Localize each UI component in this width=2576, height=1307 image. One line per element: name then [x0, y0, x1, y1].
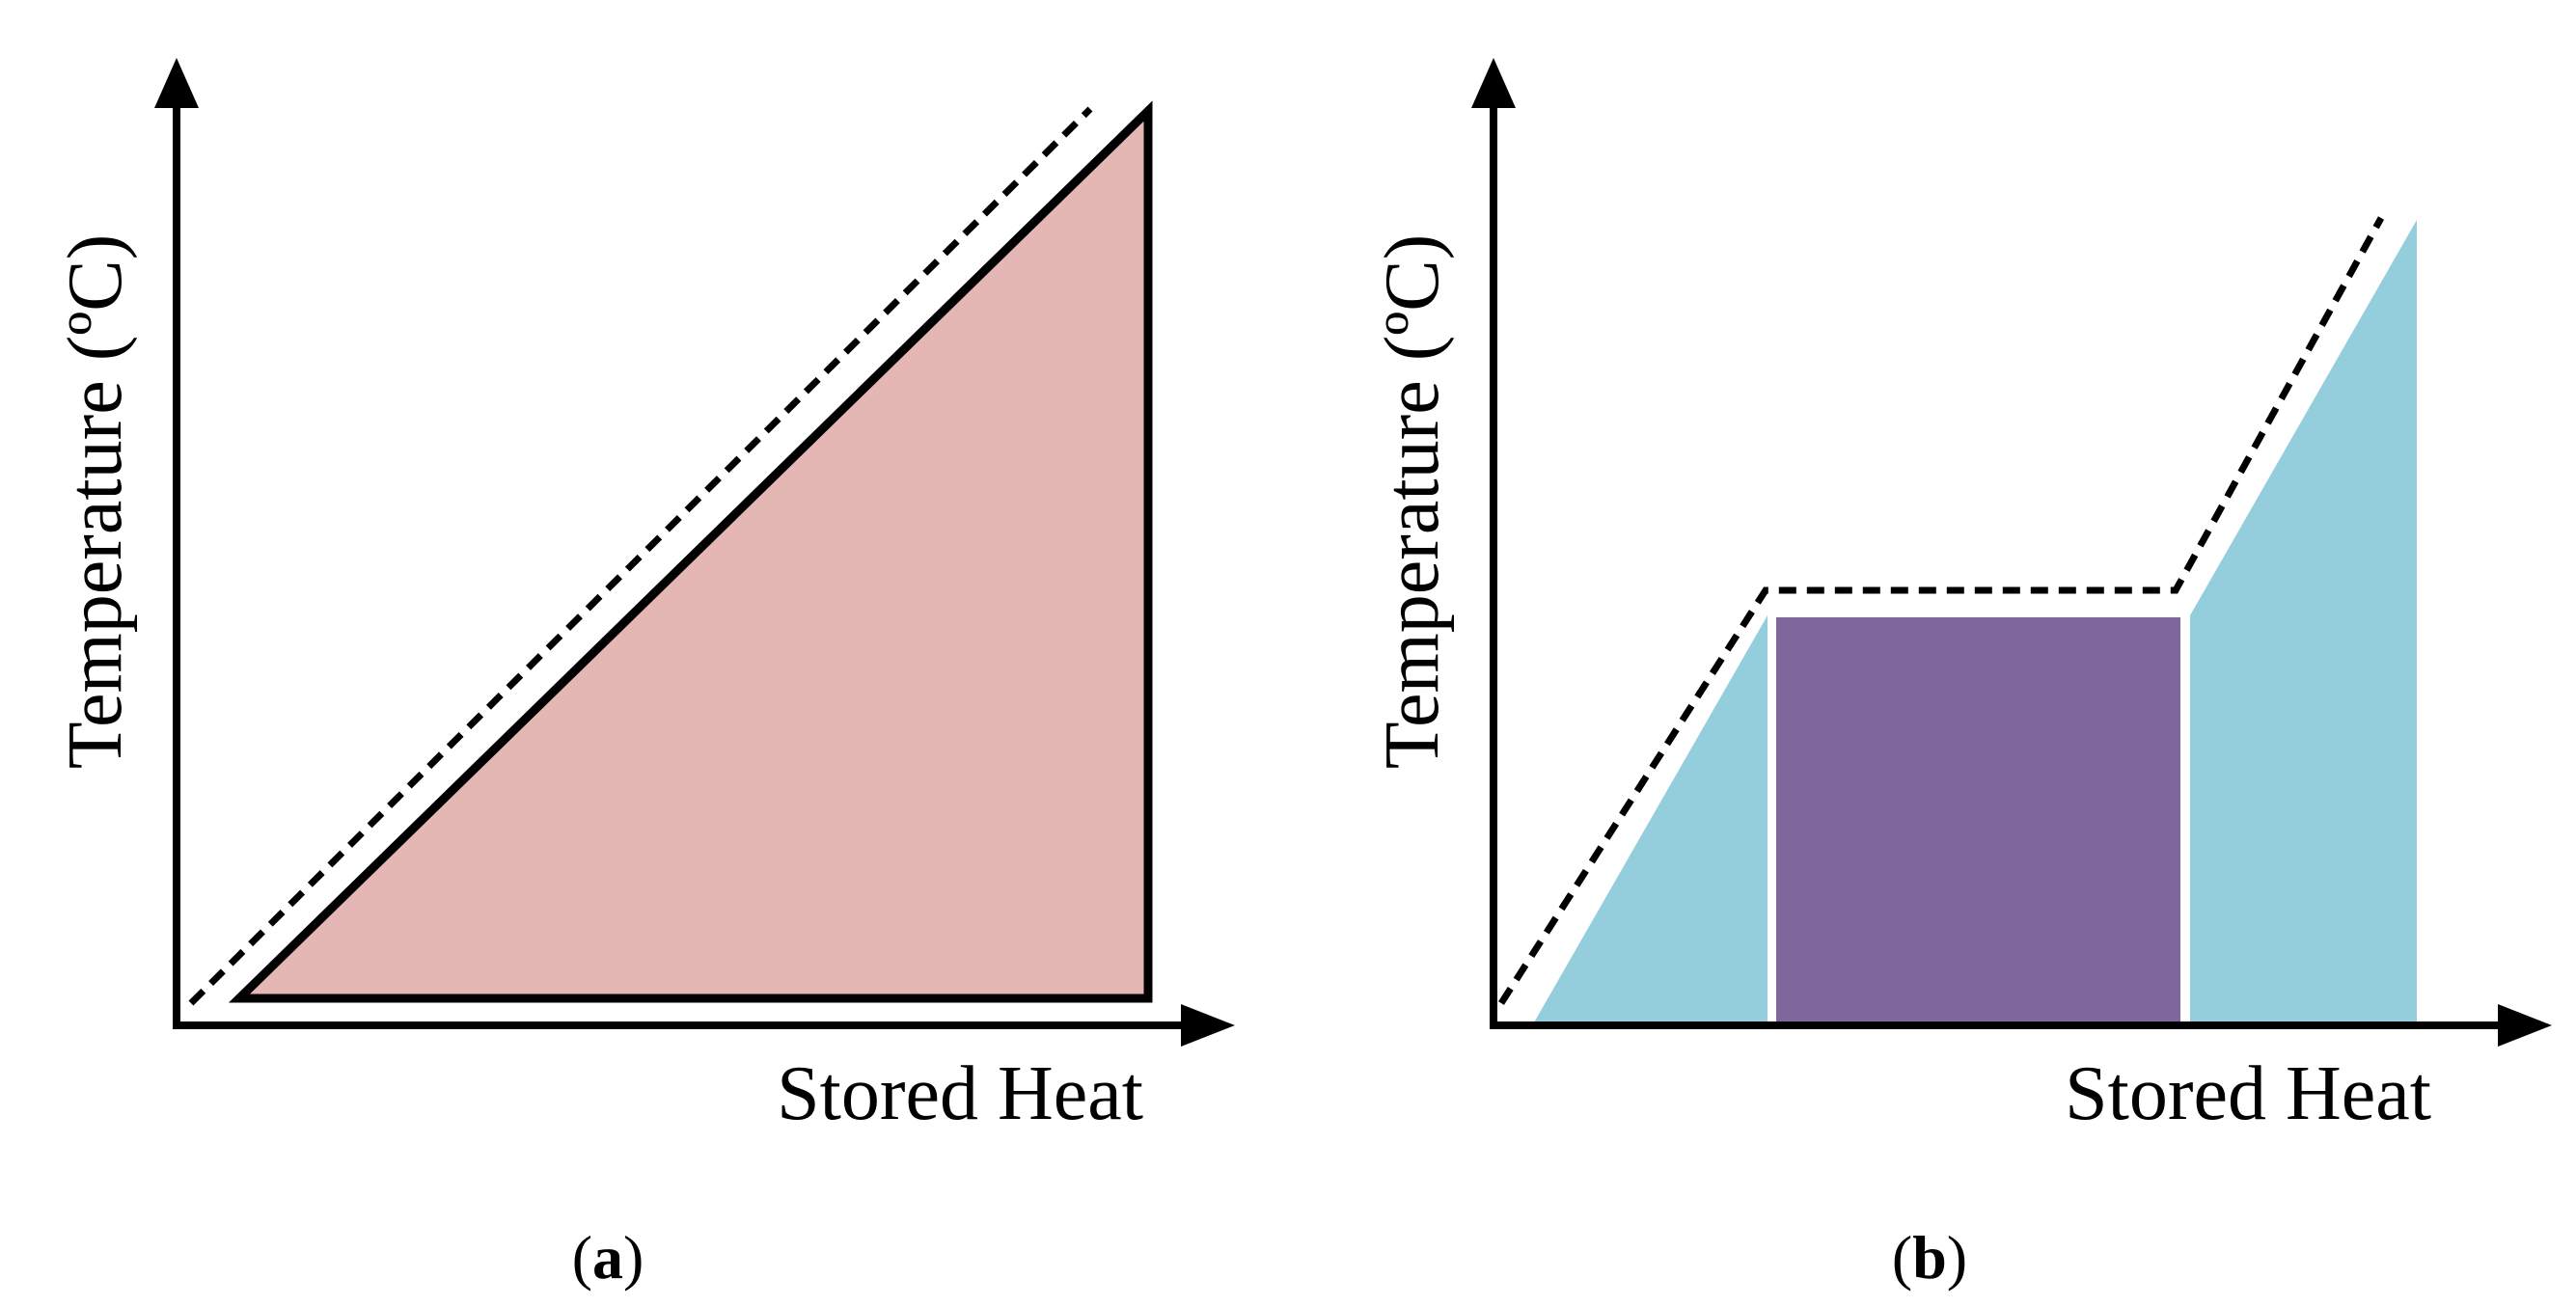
panel-a: Temperature (ºC) Stored Heat (a) [53, 58, 1235, 1292]
panel-a-caption: (a) [572, 1223, 644, 1292]
panel-a-y-axis-arrowhead [154, 58, 199, 108]
panel-b-x-axis-label: Stored Heat [2065, 1051, 2431, 1136]
panel-b-solid-sensible-area [1534, 615, 1768, 1022]
panel-b-caption: (b) [1892, 1223, 1967, 1292]
panel-b-y-axis-arrowhead [1471, 58, 1516, 108]
panel-b-liquid-sensible-area [2190, 220, 2417, 1022]
panel-a-dashed-line [188, 106, 1093, 1006]
panel-b-y-axis-label: Temperature (ºC) [1370, 234, 1455, 770]
panel-b: Temperature (ºC) Stored Heat (b) [1370, 58, 2552, 1292]
panel-a-x-axis-arrowhead [1181, 1004, 1235, 1047]
panel-b-latent-heat-area [1776, 617, 2180, 1022]
panel-a-x-axis-label: Stored Heat [777, 1051, 1143, 1136]
panel-a-sensible-heat-area [228, 100, 1153, 1003]
panel-b-x-axis-arrowhead [2498, 1004, 2552, 1047]
panel-a-y-axis-label: Temperature (ºC) [53, 234, 138, 770]
